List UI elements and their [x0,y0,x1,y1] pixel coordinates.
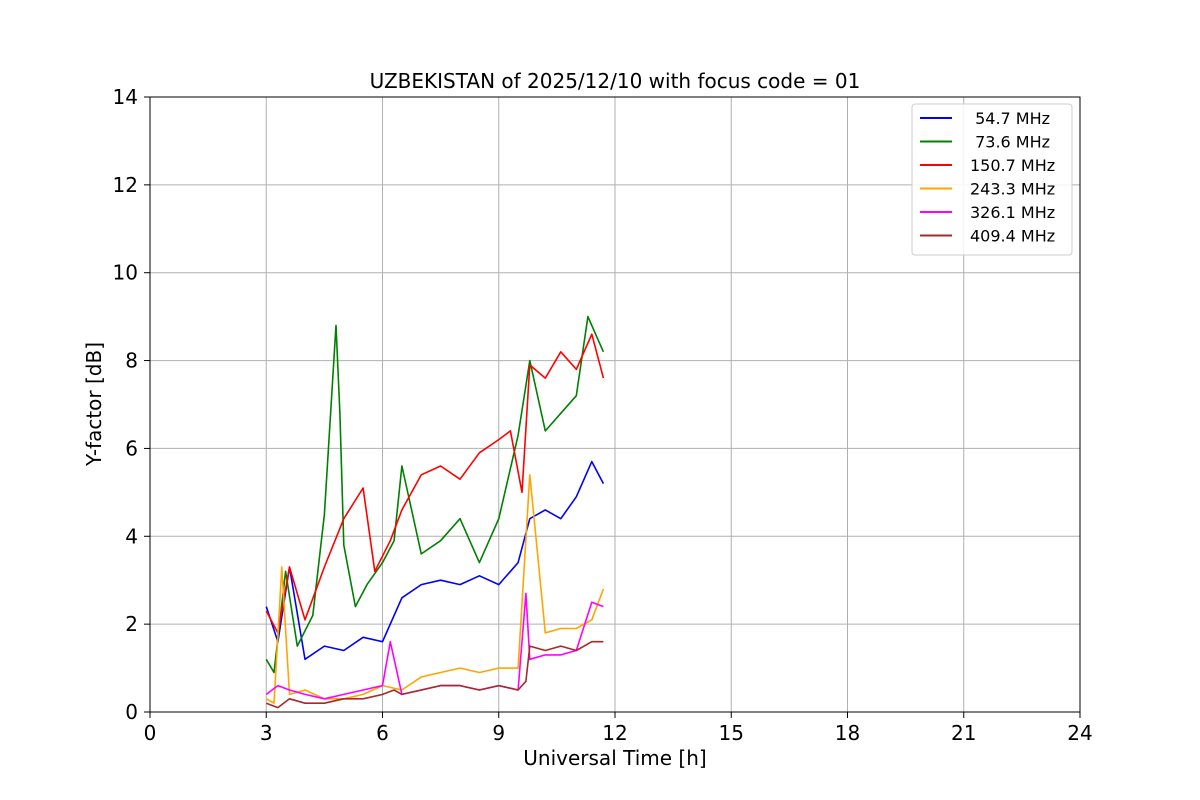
legend-label-2: 150.7 MHz [970,156,1055,175]
series-line-4 [265,592,604,700]
series-line-0 [265,460,605,661]
y-tick-label: 0 [125,700,138,724]
legend-label-0: 54.7 MHz [970,109,1050,128]
y-tick-label: 4 [125,524,138,548]
x-tick-label: 3 [260,721,273,745]
y-tick-label: 6 [125,436,138,460]
y-tick-label: 12 [113,173,138,197]
chart-title: UZBEKISTAN of 2025/12/10 with focus code… [370,69,861,93]
series-line-2 [265,333,605,634]
y-tick-label: 10 [113,261,138,285]
x-axis-label: Universal Time [h] [523,746,706,770]
y-tick-label: 2 [125,612,138,636]
x-tick-label: 15 [719,721,744,745]
x-tick-label: 6 [376,721,389,745]
x-tick-label: 12 [602,721,627,745]
legend-label-3: 243.3 MHz [970,180,1055,199]
x-tick-label: 21 [951,721,976,745]
series-line-1 [265,315,605,674]
x-tick-label: 24 [1067,721,1092,745]
y-tick-label: 14 [113,85,138,109]
x-tick-label: 0 [144,721,157,745]
series-line-5 [266,640,604,709]
x-tick-label: 9 [492,721,505,745]
series-layer [265,315,605,709]
legend: 54.7 MHz 73.6 MHz 150.7 MHz 243.3 MHz 326.1… [911,103,1073,256]
legend-label-4: 326.1 MHz [970,203,1055,222]
legend-label-1: 73.6 MHz [970,133,1050,152]
y-tick-label: 8 [125,349,138,373]
x-tick-label: 18 [835,721,860,745]
y-axis-label: Y-factor [dB] [82,342,106,467]
legend-label-5: 409.4 MHz [970,227,1055,246]
